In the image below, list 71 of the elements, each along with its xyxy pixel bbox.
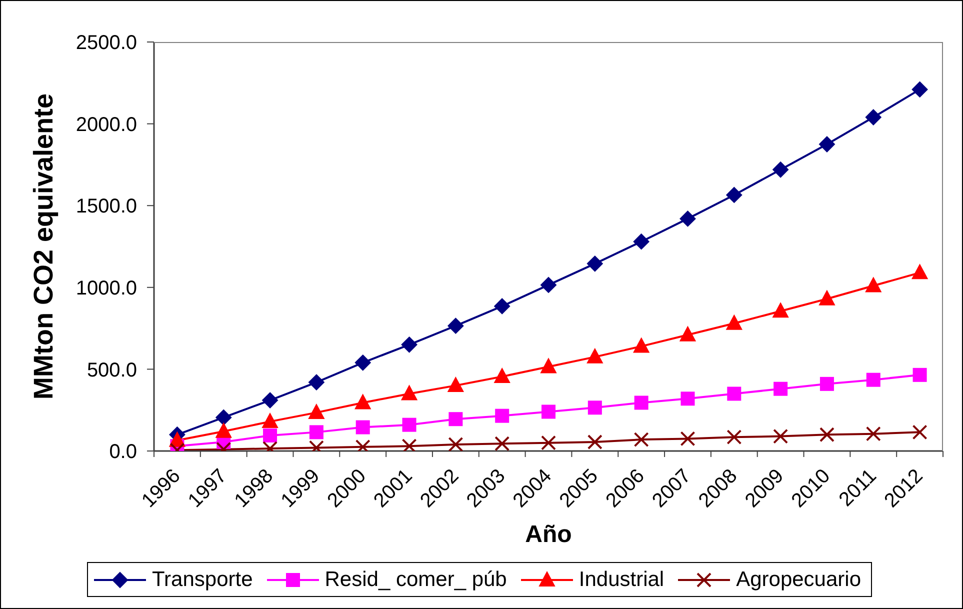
point (262, 392, 278, 408)
point (912, 81, 928, 98)
point (588, 400, 602, 415)
point (680, 326, 696, 342)
point (680, 431, 696, 446)
y-tick-label: 1500.0 (76, 196, 137, 218)
point (866, 372, 880, 387)
point (586, 348, 603, 364)
point (448, 377, 464, 392)
point (727, 386, 742, 401)
point (402, 418, 416, 432)
point (865, 109, 882, 126)
point (448, 318, 464, 334)
point (495, 408, 510, 423)
point (680, 392, 695, 406)
point (912, 264, 928, 280)
point (263, 428, 278, 442)
x-axis-title: Año (525, 521, 572, 548)
point (726, 314, 742, 330)
point (216, 409, 232, 426)
point (820, 376, 834, 391)
point (726, 186, 742, 203)
legend-label: Resid_ comer_ púb (324, 568, 507, 592)
point (216, 422, 232, 438)
point (356, 420, 370, 434)
point (354, 394, 371, 410)
legend-label: Agropecuario (736, 568, 862, 592)
y-tick-label: 2500.0 (76, 32, 137, 54)
legend-label: Industrial (578, 568, 664, 592)
point (542, 404, 556, 419)
point (448, 412, 463, 426)
y-tick-label: 0.0 (109, 441, 137, 464)
point (587, 434, 602, 450)
point (865, 277, 882, 292)
point (772, 162, 789, 178)
point (634, 396, 648, 410)
point (448, 436, 464, 451)
point (308, 404, 324, 420)
point (494, 298, 510, 314)
point (540, 358, 556, 374)
point (586, 256, 603, 272)
point (401, 385, 418, 400)
point (308, 374, 324, 390)
y-tick-label: 1000.0 (76, 278, 137, 300)
point (819, 427, 834, 442)
point (772, 302, 789, 318)
point (866, 426, 881, 442)
point (402, 438, 417, 451)
point (912, 424, 928, 440)
point (540, 276, 556, 293)
point (634, 432, 649, 448)
point (726, 430, 742, 445)
point (309, 425, 324, 440)
point (541, 435, 556, 450)
point (494, 368, 510, 384)
point (680, 210, 696, 227)
point (912, 368, 927, 382)
point (774, 382, 788, 396)
point (401, 336, 418, 353)
point (818, 136, 835, 152)
point (818, 290, 835, 306)
point (633, 234, 650, 250)
y-tick-label: 500.0 (86, 359, 137, 382)
point (633, 338, 650, 353)
point (262, 413, 278, 428)
y-tick-label: 2000.0 (76, 114, 137, 136)
y-axis-title: MMton CO2 equivalente (28, 93, 59, 400)
point (494, 436, 510, 451)
legend-label: Transporte (152, 568, 253, 592)
point (773, 428, 788, 444)
point (354, 354, 371, 371)
